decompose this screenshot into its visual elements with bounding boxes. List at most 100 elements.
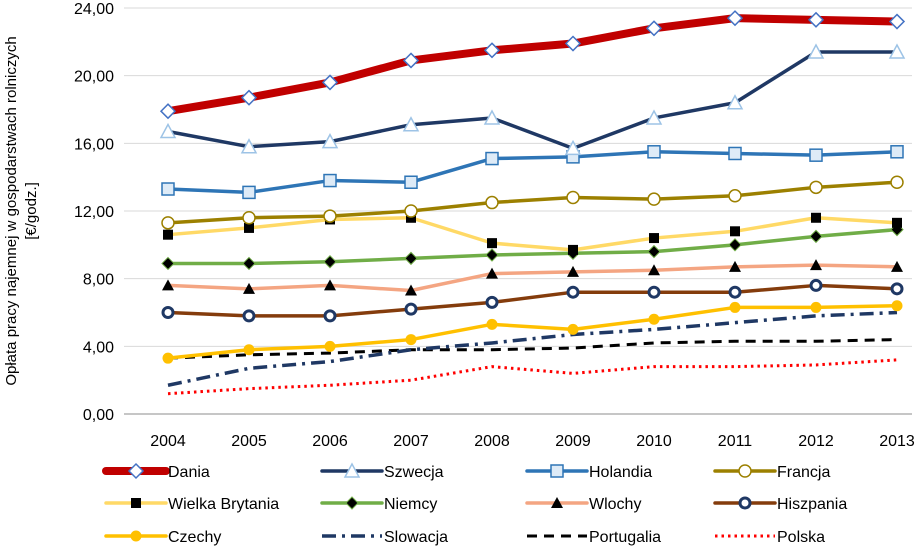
data-point-hiszpania — [647, 285, 661, 299]
data-point-szwecja — [564, 139, 582, 156]
legend-label: Czechy — [168, 529, 221, 546]
data-point-wielka-brytania — [568, 244, 578, 255]
legend-item-szwecja: Szwecja — [320, 462, 444, 481]
legend-label: Slowacja — [384, 529, 448, 546]
data-point-niemcy — [485, 248, 499, 262]
data-point-wlochy — [405, 284, 417, 296]
legend-label: Hiszpania — [777, 496, 847, 513]
series-line-hiszpania — [166, 283, 899, 318]
data-point-czechy — [729, 301, 741, 313]
data-point-szwecja — [645, 109, 663, 125]
series-lines — [164, 14, 901, 396]
data-point-wlochy — [324, 279, 336, 291]
data-point-hiszpania — [890, 282, 904, 296]
data-point-szwecja — [321, 133, 339, 149]
data-point-hiszpania — [485, 295, 499, 309]
data-point-czechy — [243, 344, 255, 356]
data-point-wielka-brytania — [487, 238, 497, 249]
data-point-szwecja — [240, 138, 258, 154]
x-tick-label: 2011 — [718, 433, 753, 450]
data-point-hiszpania — [242, 309, 256, 323]
data-point-dania — [888, 13, 906, 30]
y-tick-label: 0,00 — [83, 407, 114, 424]
x-tick-label: 2008 — [474, 433, 510, 450]
legend-label: Portugalia — [589, 529, 661, 546]
legend: Dania Szwecja Holandia Francja Wielka Brytan… — [102, 462, 847, 546]
data-point-dania — [402, 52, 420, 69]
series-markers — [159, 10, 906, 364]
data-point-czechy — [324, 340, 336, 352]
data-point-holandia — [242, 185, 256, 200]
data-point-francja — [728, 189, 742, 203]
series-line-polska — [167, 358, 898, 396]
y-axis-label: Opłata pracy najemnej w gospodarstwach r… — [3, 36, 40, 385]
legend-marker — [550, 464, 564, 478]
legend-item-slowacja: Slowacja — [322, 529, 448, 546]
data-point-wlochy — [729, 260, 741, 272]
data-point-czechy — [567, 323, 579, 335]
x-tick-label: 2004 — [150, 433, 186, 450]
data-point-wlochy — [648, 264, 660, 276]
x-axis-ticks: 2004 2005 2006 2007 2008 2009 2010 2011 2012 2013 — [150, 433, 915, 450]
data-point-czechy — [810, 301, 822, 313]
data-point-szwecja — [159, 122, 177, 139]
data-point-wielka-brytania — [730, 226, 740, 237]
data-point-czechy — [405, 334, 417, 346]
x-tick-label: 2007 — [393, 433, 429, 450]
data-point-niemcy — [404, 251, 418, 266]
data-point-wielka-brytania — [163, 229, 173, 240]
series-line-portugalia — [167, 338, 898, 360]
legend-marker — [343, 462, 361, 478]
legend-label: Wielka Brytania — [168, 496, 279, 513]
data-point-holandia — [161, 182, 175, 196]
legend-label: Holandia — [589, 464, 652, 481]
data-point-holandia — [890, 145, 904, 159]
data-point-dania — [483, 42, 501, 59]
data-point-wielka-brytania — [649, 233, 659, 244]
data-point-francja — [161, 216, 175, 230]
data-point-francja — [323, 209, 337, 223]
data-point-wlochy — [810, 259, 822, 271]
data-point-dania — [645, 20, 663, 37]
y-axis-label-line: [€/godz.] — [23, 182, 40, 240]
x-tick-label: 2013 — [879, 433, 915, 450]
data-point-czechy — [162, 352, 174, 364]
data-point-niemcy — [728, 238, 742, 252]
data-point-czechy — [648, 313, 660, 325]
data-point-szwecja — [402, 116, 420, 132]
data-point-francja — [566, 190, 580, 205]
x-tick-label: 2009 — [555, 433, 591, 450]
data-point-wlochy — [891, 260, 903, 272]
data-point-hiszpania — [323, 309, 337, 323]
legend-item-niemcy: Niemcy — [320, 496, 437, 513]
y-tick-label: 4,00 — [83, 339, 114, 356]
series-line-wlochy — [166, 263, 899, 293]
data-point-hiszpania — [809, 278, 823, 292]
series-line-niemcy — [166, 227, 899, 266]
data-point-francja — [647, 192, 661, 206]
data-point-holandia — [809, 148, 823, 162]
legend-item-dania: Dania — [102, 462, 210, 481]
legend-item-portugalia: Portugalia — [527, 529, 661, 546]
data-point-wlochy — [162, 279, 174, 291]
legend-item-wlochy: Wlochy — [525, 496, 641, 513]
y-axis-label-line: Opłata pracy najemnej w gospodarstwach r… — [3, 36, 20, 385]
data-point-niemcy — [323, 255, 337, 269]
y-tick-label: 20,00 — [74, 69, 114, 86]
data-point-holandia — [323, 173, 337, 188]
data-point-hiszpania — [728, 285, 742, 299]
data-point-wlochy — [243, 282, 255, 294]
data-point-francja — [485, 195, 499, 210]
legend-marker — [738, 496, 752, 510]
y-tick-label: 24,00 — [74, 1, 114, 18]
data-point-niemcy — [809, 229, 823, 244]
data-point-holandia — [485, 151, 499, 166]
y-tick-label: 8,00 — [83, 272, 114, 289]
data-point-dania — [321, 74, 339, 91]
data-point-wlochy — [486, 267, 498, 279]
legend-item-czechy: Czechy — [104, 529, 221, 546]
data-point-czechy — [891, 300, 903, 312]
legend-item-francja: Francja — [713, 464, 830, 481]
x-tick-label: 2012 — [798, 433, 834, 450]
